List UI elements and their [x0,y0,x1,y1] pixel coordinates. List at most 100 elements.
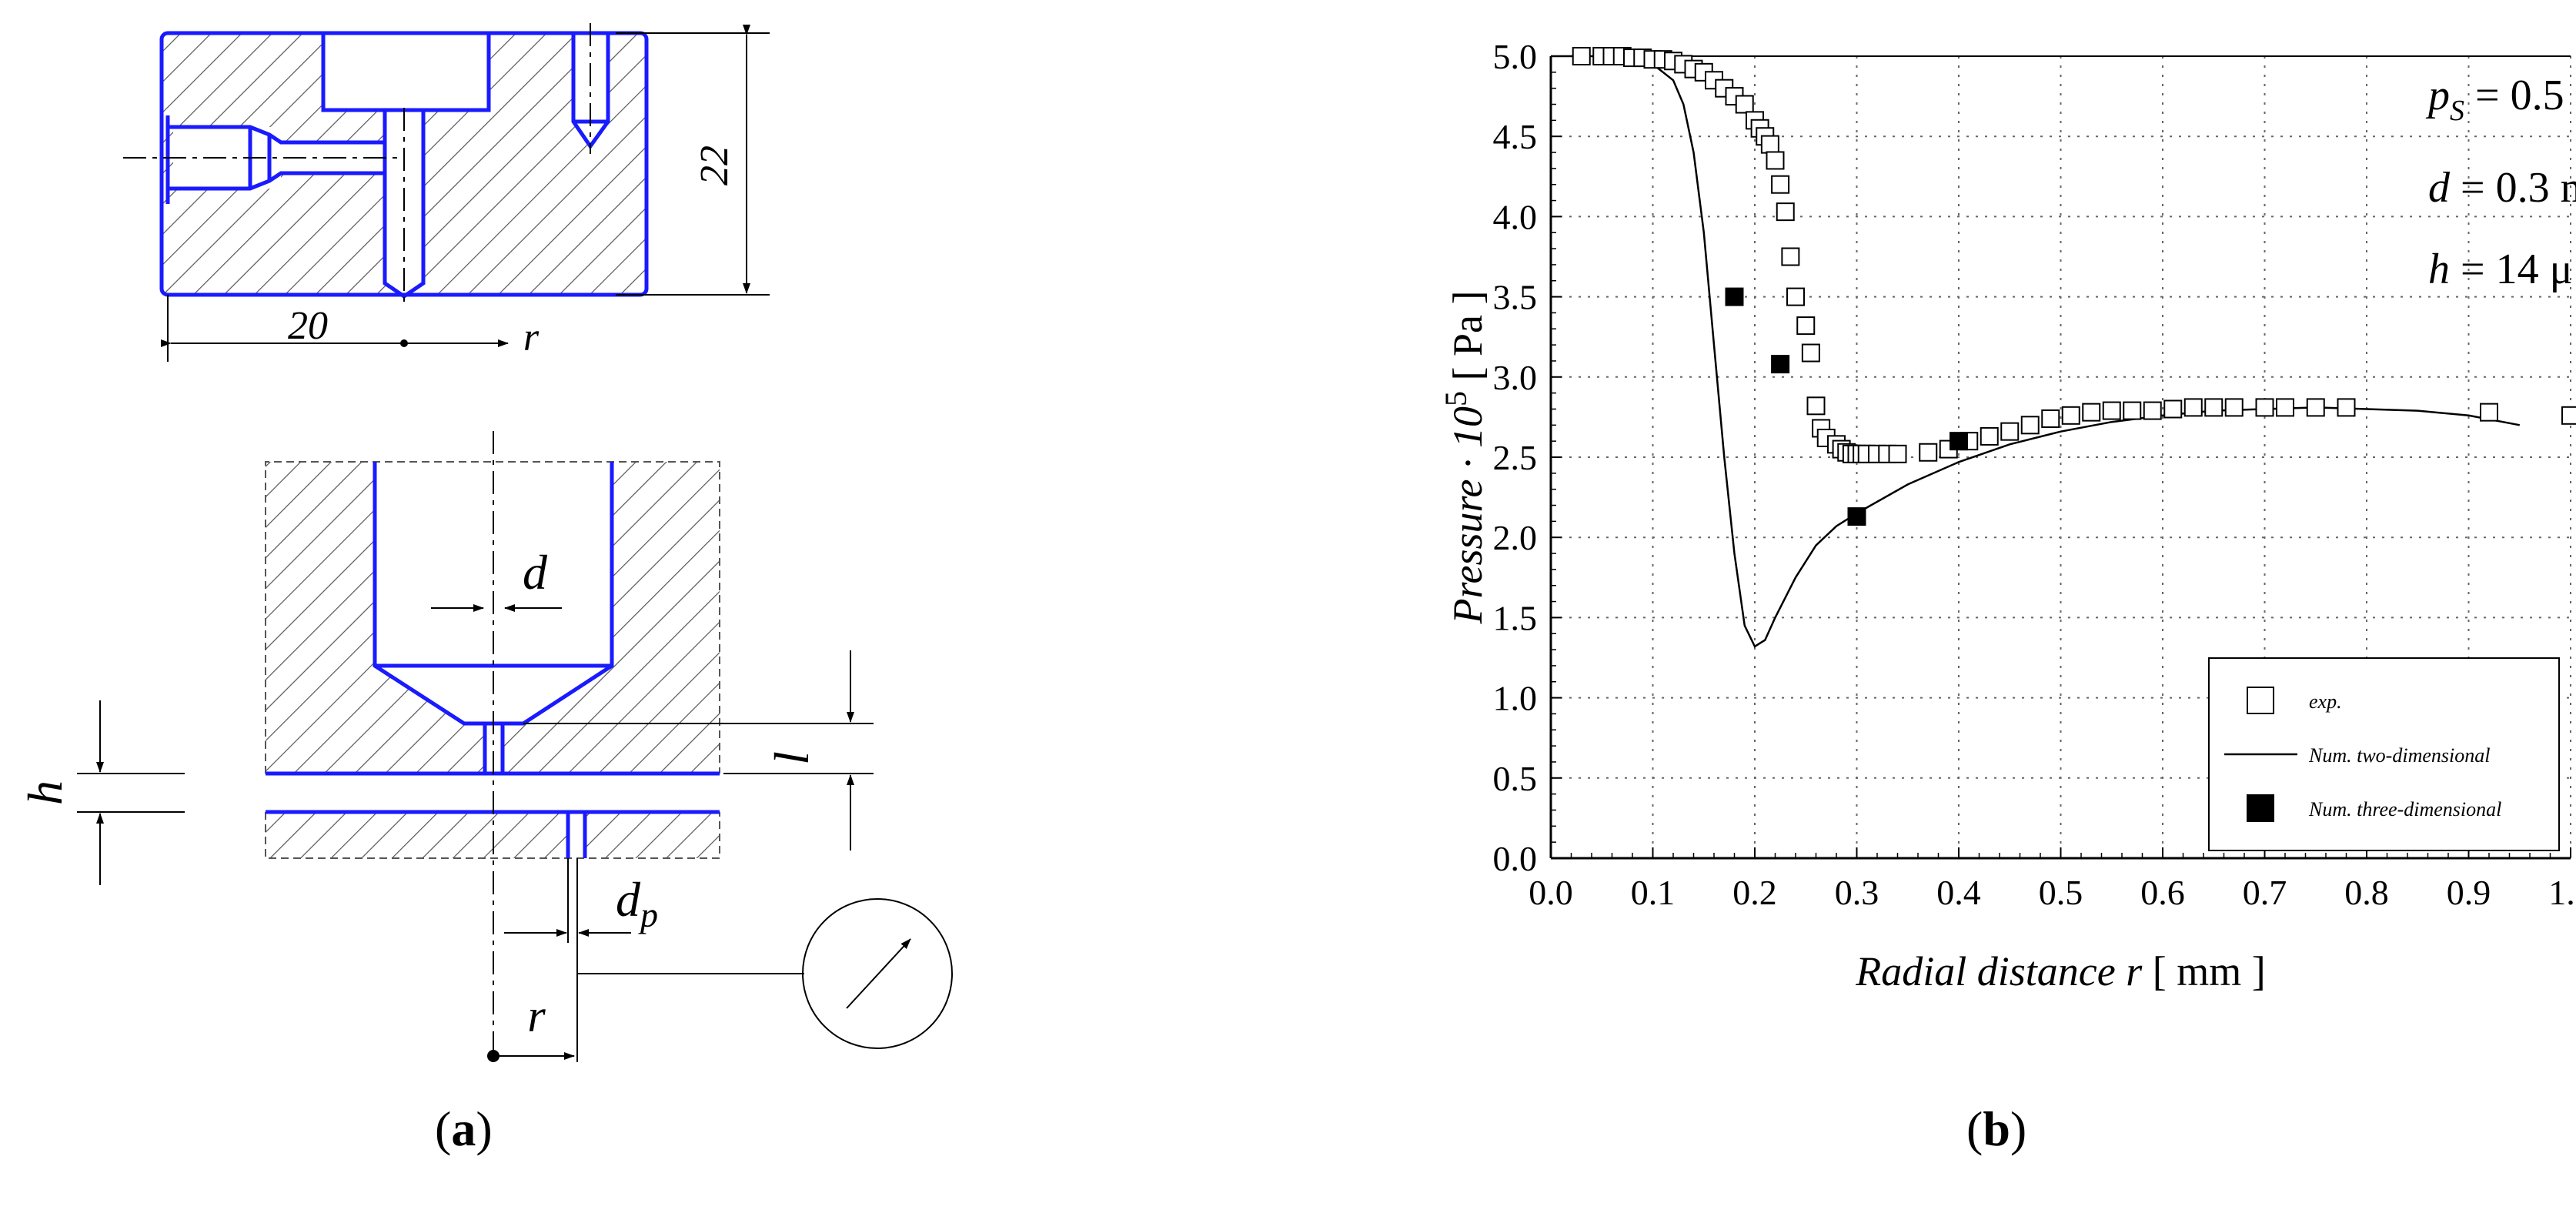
sym-dp-label: dp [616,872,658,934]
annotation-h-sym: h [2428,246,2450,293]
chart-legend: exp. Num. two-dimensional Num. three-dimen… [2209,658,2559,850]
panel-a-label-close: ) [476,1101,492,1156]
exp-point [1736,96,1753,113]
legend-label: exp. [2309,690,2342,713]
exp-point [2338,399,2355,416]
exp-point [2083,404,2100,421]
dim-h-lines [77,700,185,885]
exp-point [1782,249,1799,266]
y-axis-title-italic: Pressure · 10 [1445,406,1491,624]
x-tick-label: 0.3 [1835,873,1879,912]
exp-point [2226,399,2243,416]
annotation-ps-sym: p [2425,72,2450,119]
dim-width-lines [168,295,508,362]
exp-point [1889,446,1906,463]
exp-point [2001,423,2018,440]
y-tick-label: 2.5 [1493,438,1538,477]
series-line-two-dimensional [1551,56,2520,647]
exp-point [2185,399,2202,416]
sym-dp-sub: p [638,895,658,934]
exp-point [1808,397,1825,414]
exp-point [2063,407,2080,424]
annotation-d-rest: = 0.3 mm [2450,164,2576,212]
y-tick-label: 4.5 [1493,117,1538,156]
legend-label: Num. two-dimensional [2308,744,2490,767]
exp-point [2562,407,2576,424]
exp-point [1573,48,1590,65]
pressure-gauge-icon [803,899,952,1048]
exp-point [1981,428,1998,445]
three-dim-point [1772,356,1789,373]
bottom-assembly: d h l dp [18,431,952,1062]
x-tick-label: 0.0 [1529,873,1573,912]
panel-b-label: (b) [1966,1101,2026,1158]
panel-a-label: (a) [435,1101,493,1158]
exp-point [2481,404,2497,421]
x-tick-label: 0.9 [2447,873,2491,912]
dim-dp-lines [504,858,804,1062]
x-axis-title-unit: [ mm ] [2142,948,2265,994]
exp-point [1797,317,1814,334]
y-tick-label: 1.0 [1493,679,1538,718]
annotation-h-rest: = 14 μ m [2450,246,2576,293]
chart-annotations: pS = 0.5 MPa d = 0.3 mm h = 14 μ m [2425,72,2576,293]
exp-point [2205,399,2222,416]
y-tick-label: 3.0 [1493,358,1538,397]
dim-width-label: 20 [288,304,328,348]
annotation-ps: pS = 0.5 MPa [2425,72,2576,127]
top-block: 22 20 r [123,23,770,362]
panel-b-label-letter: b [1983,1101,2010,1156]
y-tick-label: 0.0 [1493,839,1538,878]
exp-point [2257,399,2274,416]
dim-origin-dot [400,339,408,347]
y-tick-label: 0.5 [1493,759,1538,798]
y-axis-title-unit: [ Pa ] [1445,291,1491,391]
x-tick-label: 0.2 [1732,873,1777,912]
exp-point [1787,289,1804,306]
panel-b-chart: 0.00.10.20.30.40.50.60.70.80.91.00.00.51… [1385,0,2576,1209]
annotation-ps-rest: = 0.5 MPa [2464,72,2576,119]
y-axis-title-sup: 5 [1438,391,1473,406]
sym-h-label: h [18,780,72,805]
exp-point [2144,403,2161,419]
exp-point [2022,416,2039,433]
exp-point [2042,410,2059,427]
y-tick-label: 4.0 [1493,197,1538,236]
exp-point [1919,444,1936,461]
annotation-d: d = 0.3 mm [2428,164,2576,212]
x-tick-label: 0.1 [1631,873,1676,912]
x-tick-label: 1.0 [2548,873,2576,912]
legend-marker-exp [2247,687,2274,713]
x-tick-label: 0.4 [1936,873,1981,912]
panel-b-label-close: ) [2010,1101,2026,1156]
legend-label: Num. three-dimensional [2308,798,2501,820]
panel-b-label-open: ( [1966,1101,1983,1156]
chart-series [1551,48,2576,647]
annotation-d-sym: d [2428,164,2451,212]
y-tick-label: 5.0 [1493,37,1538,76]
y-tick-label: 2.0 [1493,518,1538,557]
y-tick-label: 3.5 [1493,278,1538,317]
exp-point [1762,136,1779,153]
annotation-h: h = 14 μ m [2428,246,2576,293]
exp-point [2123,403,2140,419]
exp-point [2277,399,2294,416]
dim-height-label: 22 [693,145,737,185]
dim-r-top-label: r [523,316,540,359]
x-tick-label: 0.7 [2243,873,2287,912]
x-tick-label: 0.6 [2140,873,2185,912]
three-dim-point [1726,289,1743,306]
exp-point [2164,400,2181,417]
x-axis-title: Radial distance r [ mm ] [1855,948,2265,994]
annotation-ps-sub: S [2450,95,2464,127]
exp-point [2103,403,2120,419]
exp-point [1767,152,1784,169]
exp-point [1803,345,1819,362]
three-dim-point [1950,433,1967,449]
sym-r-bottom-label: r [527,991,546,1041]
three-dim-point [1849,508,1866,525]
x-tick-label: 0.5 [2039,873,2083,912]
y-tick-label: 1.5 [1493,598,1538,637]
exp-point [2307,399,2324,416]
legend-marker-three-dim [2247,795,2274,821]
